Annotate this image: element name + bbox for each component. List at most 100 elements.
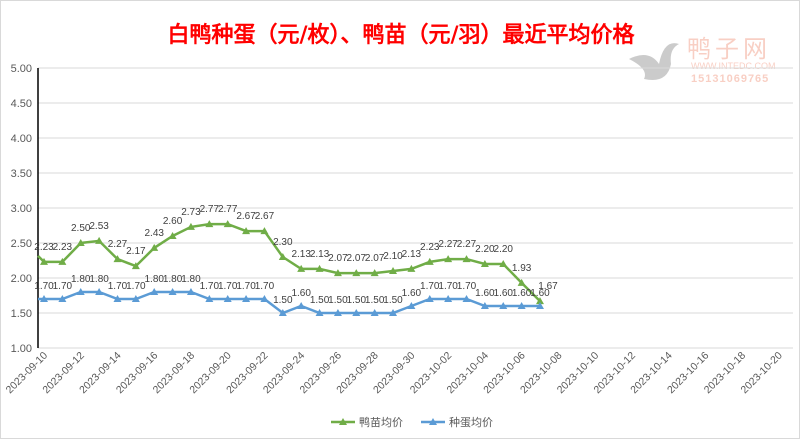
data-point (315, 309, 324, 316)
y-tick-label: 3.00 (11, 203, 32, 215)
data-point (40, 295, 48, 302)
data-point (205, 295, 214, 302)
data-label: 1.80 (89, 274, 109, 285)
data-label: 1.50 (310, 295, 330, 306)
data-label: 1.60 (494, 288, 514, 299)
data-label: 2.30 (273, 237, 293, 248)
data-label: 1.60 (512, 288, 532, 299)
data-point (444, 255, 453, 263)
y-tick-label: 1.50 (11, 308, 32, 320)
data-point (113, 255, 122, 263)
data-point (131, 295, 140, 302)
y-tick-label: 2.00 (11, 273, 32, 285)
watermark-url: WWW.INTEDC.COM (691, 61, 776, 71)
data-point (535, 302, 544, 309)
data-point (297, 302, 306, 309)
data-point (517, 278, 526, 286)
data-label: 1.50 (328, 295, 348, 306)
data-label: 1.70 (200, 281, 220, 292)
data-label: 1.70 (53, 281, 73, 292)
data-point (186, 222, 195, 230)
data-label: 1.70 (255, 281, 275, 292)
data-point (352, 269, 361, 277)
data-point (499, 260, 508, 267)
data-label: 1.80 (71, 274, 91, 285)
data-label: 1.60 (475, 288, 495, 299)
data-label: 2.13 (402, 249, 422, 260)
data-label: 1.70 (108, 281, 128, 292)
data-point (223, 295, 232, 302)
data-label: 2.07 (365, 253, 385, 264)
y-tick-label: 2.50 (11, 238, 32, 250)
data-label: 2.23 (34, 242, 54, 253)
data-point (58, 257, 67, 265)
data-point (278, 253, 287, 260)
data-label: 1.80 (181, 274, 201, 285)
chart-title: 白鸭种蛋（元/枚）、鸭苗（元/羽）最近平均价格 (167, 23, 635, 48)
data-point (76, 239, 85, 246)
data-label: 2.73 (181, 207, 201, 218)
data-label: 1.50 (383, 295, 403, 306)
data-label: 2.17 (126, 246, 146, 257)
data-label: 2.20 (494, 244, 514, 255)
data-point (186, 288, 195, 295)
data-point (480, 302, 489, 309)
watermark-phone: 15131069765 (691, 73, 770, 85)
data-point (480, 260, 489, 267)
legend-label: 鸭苗均价 (359, 416, 403, 429)
data-point (95, 288, 104, 295)
data-label: 2.77 (218, 204, 238, 215)
data-point (223, 220, 232, 228)
data-point (462, 295, 471, 302)
data-label: 2.43 (144, 228, 164, 239)
data-point (370, 269, 379, 277)
data-point (425, 295, 434, 302)
data-label: 2.23 (53, 242, 73, 253)
y-tick-label: 4.00 (11, 133, 32, 145)
data-point (278, 309, 287, 316)
data-label: 1.70 (420, 281, 440, 292)
y-tick-label: 4.50 (11, 98, 32, 110)
data-label: 1.70 (236, 281, 256, 292)
y-tick-label: 5.00 (11, 63, 32, 75)
data-label: 1.80 (163, 274, 183, 285)
data-label: 1.70 (34, 281, 54, 292)
data-point (260, 227, 269, 235)
data-label: 2.20 (475, 244, 495, 255)
data-point (95, 236, 104, 244)
y-tick-label: 1.00 (11, 343, 32, 355)
data-point (315, 264, 324, 272)
data-label: 1.80 (144, 274, 164, 285)
data-label: 1.60 (530, 288, 550, 299)
duck-logo-icon (629, 43, 679, 80)
data-point (333, 269, 342, 277)
data-label: 2.10 (383, 251, 403, 262)
data-label: 1.70 (126, 281, 146, 292)
data-label: 2.50 (71, 223, 91, 234)
data-point (389, 267, 398, 274)
legend-marker (429, 418, 437, 425)
data-label: 2.07 (328, 253, 348, 264)
data-label: 2.53 (89, 221, 109, 232)
data-label: 1.50 (347, 295, 367, 306)
data-point (168, 232, 177, 239)
data-label: 2.60 (163, 216, 183, 227)
legend-label: 种蛋均价 (449, 415, 493, 429)
data-label: 2.77 (200, 204, 220, 215)
data-label: 1.50 (365, 295, 385, 306)
data-label: 1.70 (438, 281, 458, 292)
watermark-logo: 鸭子网 WWW.INTEDC.COM 15131069765 (619, 29, 799, 91)
data-point (242, 227, 251, 235)
data-label: 2.23 (420, 242, 440, 253)
data-label: 1.67 (538, 281, 558, 292)
data-point (462, 255, 471, 263)
data-point (168, 288, 177, 295)
data-point (113, 295, 122, 302)
data-label: 2.13 (310, 249, 330, 260)
data-label: 1.60 (291, 288, 311, 299)
data-point (150, 243, 159, 251)
data-point (40, 257, 48, 265)
data-point (352, 309, 361, 316)
